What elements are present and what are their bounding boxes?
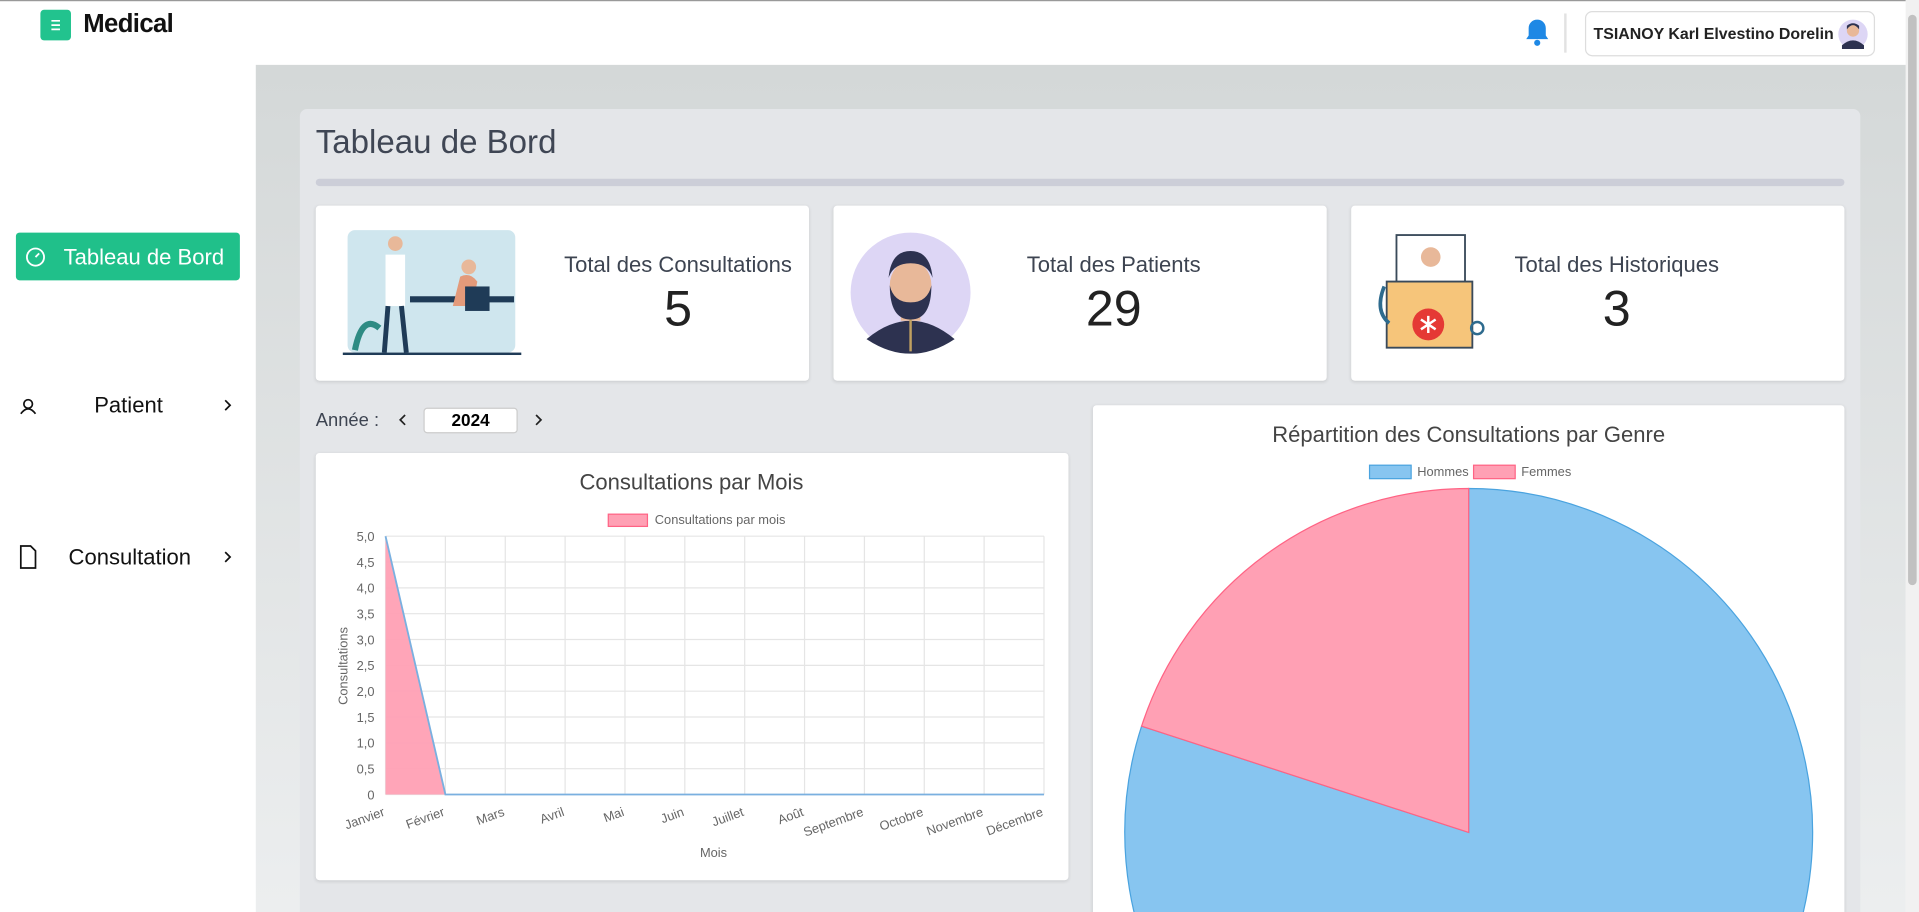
pie-slice: [1124, 487, 1814, 912]
illustration: [1378, 234, 1485, 349]
stat-card: Total des Historiques 3: [1351, 205, 1845, 381]
x-axis-label: Mois: [700, 845, 727, 860]
document-icon: [19, 545, 37, 569]
y-axis-label: Consultations: [336, 627, 351, 705]
chart-title: Consultations par Mois: [580, 470, 804, 495]
y-tick-label: 1,0: [357, 736, 375, 751]
scroll-thumb[interactable]: [1908, 14, 1917, 586]
stat-value: 29: [1085, 280, 1142, 337]
prev-year[interactable]: [395, 413, 410, 428]
x-tick-label: Mai: [601, 804, 626, 825]
next-year[interactable]: [531, 413, 546, 428]
x-tick-label: Novembre: [924, 804, 985, 838]
stat-card: Total des Consultations 5: [315, 205, 809, 381]
nav-label: Patient: [94, 392, 163, 418]
user-menu[interactable]: TSIANOY Karl Elvestino Dorelin: [1584, 11, 1876, 57]
brand: Medical: [83, 9, 174, 38]
y-tick-label: 5,0: [357, 529, 375, 544]
x-tick-label: Décembre: [984, 804, 1045, 838]
page-title: Tableau de Bord: [315, 123, 557, 161]
stat-value: 5: [664, 280, 693, 337]
x-tick-label: Août: [776, 804, 806, 827]
x-tick-label: Avril: [538, 804, 566, 827]
chevron: [224, 551, 232, 563]
stat-value: 3: [1602, 280, 1631, 337]
nav-item[interactable]: Patient: [16, 386, 240, 425]
line: [384, 535, 1044, 796]
legend-label: Hommes: [1417, 464, 1468, 479]
dashboard-icon: [26, 247, 45, 267]
y-tick-label: 2,5: [357, 658, 375, 673]
legend-swatch: [1472, 464, 1516, 480]
x-tick-label: Février: [404, 804, 447, 832]
patient-icon: [20, 398, 37, 415]
pie-slice: [1140, 487, 1470, 834]
legend-swatch: [607, 513, 649, 528]
illustration: [342, 230, 522, 356]
notification-bell[interactable]: [1523, 17, 1552, 49]
nav-item-active[interactable]: Tableau de Bord: [15, 232, 240, 281]
x-tick-label: Juin: [659, 804, 686, 826]
divider: [1564, 13, 1567, 53]
y-tick-label: 4,5: [357, 555, 375, 570]
y-tick-label: 1,5: [357, 710, 375, 725]
menu-icon: [51, 19, 60, 31]
menu-button[interactable]: [40, 9, 71, 41]
legend-label: Consultations par mois: [655, 512, 786, 527]
avatar: [850, 232, 971, 354]
top-bar: [0, 0, 1919, 65]
y-tick-label: 2,0: [357, 684, 375, 699]
user-name: TSIANOY Karl Elvestino Dorelin: [1593, 24, 1834, 43]
x-tick-label: Octobre: [877, 804, 925, 834]
stat-label: Total des Historiques: [1514, 252, 1720, 277]
stat-label: Total des Consultations: [564, 252, 792, 277]
line-chart-card: [315, 452, 1069, 881]
chevron: [224, 399, 232, 411]
nav-label: Consultation: [68, 544, 192, 570]
stat-card: Total des Patients 29: [833, 205, 1327, 381]
nav-label: Tableau de Bord: [63, 244, 225, 270]
year-label: Année :: [315, 410, 380, 431]
y-tick-label: 4,0: [357, 581, 375, 596]
legend-swatch: [1368, 464, 1412, 480]
title-bar: [315, 178, 1845, 187]
y-tick-label: 0: [367, 787, 374, 802]
x-tick-label: Janvier: [343, 804, 388, 833]
x-tick-label: Septembre: [801, 804, 865, 840]
legend-label: Femmes: [1521, 464, 1571, 479]
year-input[interactable]: 2024: [423, 407, 518, 434]
user-avatar: [1838, 19, 1868, 49]
x-tick-label: Juillet: [710, 804, 746, 829]
y-tick-label: 3,0: [357, 632, 375, 647]
chart-title: Répartition des Consultations par Genre: [1272, 422, 1665, 447]
y-tick-label: 0,5: [357, 762, 375, 777]
y-tick-label: 3,5: [357, 607, 375, 622]
stat-label: Total des Patients: [1026, 252, 1201, 277]
sidebar: [0, 64, 256, 912]
nav-item[interactable]: Consultation: [16, 537, 240, 576]
x-tick-label: Mars: [474, 804, 506, 828]
scrollbar[interactable]: [1905, 0, 1919, 912]
